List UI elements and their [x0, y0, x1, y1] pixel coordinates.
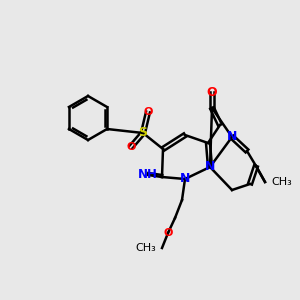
Text: CH₃: CH₃ [271, 177, 292, 187]
Text: O: O [207, 85, 217, 98]
Text: NH: NH [138, 169, 158, 182]
Text: CH₃: CH₃ [135, 243, 156, 253]
Text: S: S [139, 127, 148, 140]
Text: N: N [205, 160, 215, 173]
Text: N: N [180, 172, 190, 185]
Text: N: N [227, 130, 237, 143]
Text: O: O [126, 142, 136, 152]
Text: O: O [163, 228, 173, 238]
Text: O: O [143, 107, 153, 117]
